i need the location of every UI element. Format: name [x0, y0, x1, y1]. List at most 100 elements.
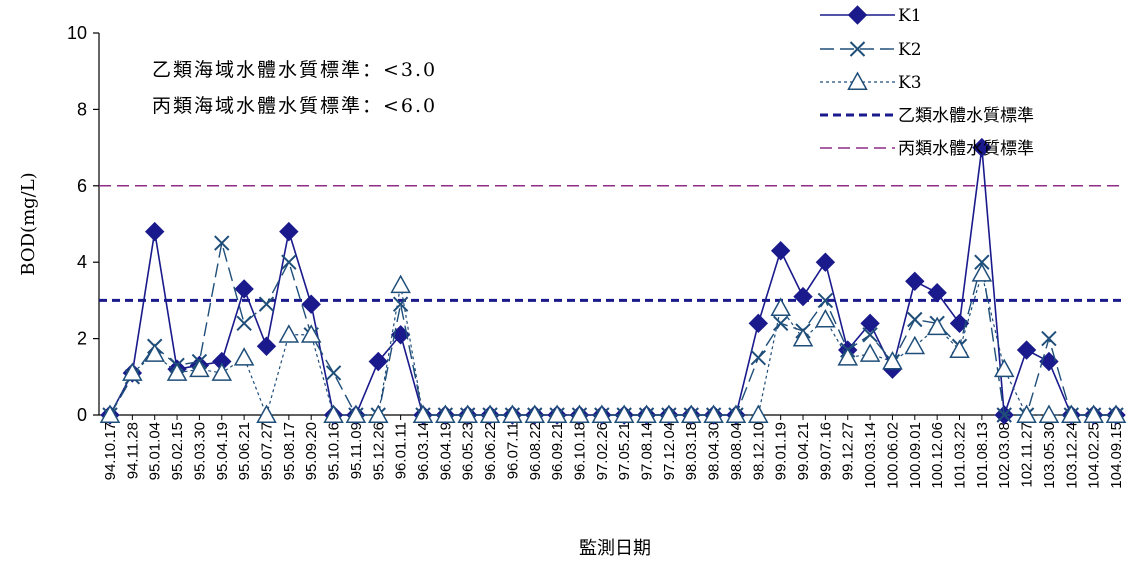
- annotation-class-c: 丙類海域水體水質標準：<6.0: [152, 95, 437, 117]
- x-tick-label: 104.09.15: [1108, 422, 1125, 489]
- series-k1: [100, 137, 1126, 425]
- k3-point: [278, 324, 300, 343]
- x-tick-label: 96.04.19: [437, 422, 454, 480]
- y-tick-label: 10: [67, 23, 87, 43]
- x-tick-label: 103.12.24: [1063, 422, 1080, 489]
- k1-point: [770, 241, 791, 261]
- k3-point: [748, 404, 769, 423]
- k2-point: [907, 311, 923, 328]
- k3-point: [1105, 404, 1127, 423]
- k3-point: [435, 404, 456, 423]
- k3-point: [815, 308, 836, 328]
- k3-point: [166, 362, 188, 381]
- k3-point: [323, 404, 344, 423]
- x-tick-label: 98.12.10: [750, 422, 767, 480]
- x-tick-label: 96.06.22: [482, 422, 499, 480]
- x-tick-label: 95.01.04: [147, 422, 164, 480]
- k2-point: [392, 296, 409, 312]
- k3-point: [345, 404, 367, 423]
- x-tick-label: 95.10.16: [326, 422, 343, 480]
- k1-point: [1016, 340, 1037, 360]
- k1-point: [847, 5, 868, 25]
- k3-point: [658, 404, 680, 423]
- series-layer: [99, 137, 1127, 425]
- k3-point: [390, 274, 411, 294]
- k3-point: [859, 343, 881, 362]
- x-tick-label: 98.03.18: [683, 422, 700, 480]
- k3-point: [524, 404, 546, 423]
- y-ticks: 0 2 4 6 8 10: [67, 23, 99, 425]
- k2-point: [1041, 330, 1057, 347]
- k1-point: [905, 271, 925, 292]
- k1-point: [860, 313, 880, 334]
- k1-point: [368, 351, 388, 372]
- reference-lines: [99, 185, 1125, 302]
- x-tick-label: 95.12.26: [370, 422, 387, 480]
- k1-point: [972, 137, 992, 158]
- series-k3-line: [109, 271, 1116, 417]
- legend-item-standard-1: 丙類水體水質標準: [820, 139, 1034, 159]
- k3-point: [122, 362, 143, 381]
- k3-point: [770, 297, 791, 316]
- x-tick-label: 98.04.30: [706, 422, 723, 480]
- y-tick-label: 6: [77, 176, 87, 196]
- x-tick-label: 95.11.09: [348, 422, 365, 479]
- x-tick-label: 96.08.22: [527, 422, 544, 480]
- x-tick-label: 97.02.26: [594, 422, 611, 480]
- x-tick-label: 96.09.21: [549, 422, 566, 480]
- x-tick-label: 96.01.11: [393, 422, 410, 479]
- k2-point: [750, 349, 767, 366]
- x-tick-label: 102.03.08: [996, 422, 1013, 489]
- x-tick-label: 95.04.19: [214, 422, 231, 480]
- k3-point: [591, 404, 613, 423]
- x-tick-label: 98.08.04: [728, 422, 745, 480]
- k3-point: [636, 404, 657, 423]
- axes: [98, 33, 1125, 416]
- k1-point: [927, 283, 947, 303]
- k2-point: [862, 327, 878, 343]
- x-tick-label: 100.06.02: [884, 422, 901, 489]
- x-tick-label: 95.02.15: [169, 422, 186, 480]
- legend-label: 乙類水體水質標準: [898, 106, 1034, 126]
- k3-point: [144, 343, 165, 362]
- k1-point: [301, 294, 321, 314]
- k1-point: [279, 221, 299, 242]
- x-tick-label: 97.12.04: [661, 422, 678, 480]
- k3-point: [189, 358, 210, 378]
- k3-point: [1083, 404, 1104, 423]
- x-tick-label: 99.12.27: [840, 422, 857, 480]
- k1-point: [256, 336, 277, 356]
- y-tick-label: 4: [77, 252, 87, 272]
- k3-point: [1061, 404, 1082, 423]
- x-tick-label: 95.09.20: [303, 422, 320, 480]
- x-tick-label: 97.05.21: [616, 422, 633, 480]
- k3-point: [904, 335, 926, 355]
- y-tick-label: 0: [77, 405, 87, 425]
- x-tick-label: 100.03.14: [862, 422, 879, 489]
- legend-label: K3: [898, 73, 922, 93]
- series-k2: [102, 235, 1124, 423]
- x-tick-label: 94.10.17: [102, 422, 119, 480]
- k3-point: [233, 347, 255, 366]
- k3-point: [367, 404, 389, 423]
- k2-point: [772, 315, 789, 332]
- k1-point: [234, 279, 254, 299]
- k3-point: [971, 263, 993, 282]
- k3-point: [256, 404, 277, 423]
- x-ticks: 94.10.17 94.11.28 95.01.04 95.02.15 95.03.30…: [102, 415, 1125, 489]
- x-tick-label: 94.11.28: [124, 422, 141, 479]
- k3-point: [211, 362, 233, 381]
- k2-point: [996, 407, 1012, 423]
- x-tick-label: 95.03.30: [191, 422, 208, 480]
- k2-point: [817, 292, 834, 309]
- y-tick-label: 2: [77, 329, 87, 349]
- k3-point: [412, 404, 434, 423]
- k2-point: [849, 41, 866, 57]
- x-tick-label: 96.10.18: [571, 422, 588, 480]
- k3-point: [546, 404, 568, 423]
- k3-point: [847, 71, 868, 90]
- k1-point: [815, 252, 836, 272]
- x-tick-label: 100.12.06: [929, 422, 946, 489]
- x-tick-label: 99.04.21: [795, 422, 812, 480]
